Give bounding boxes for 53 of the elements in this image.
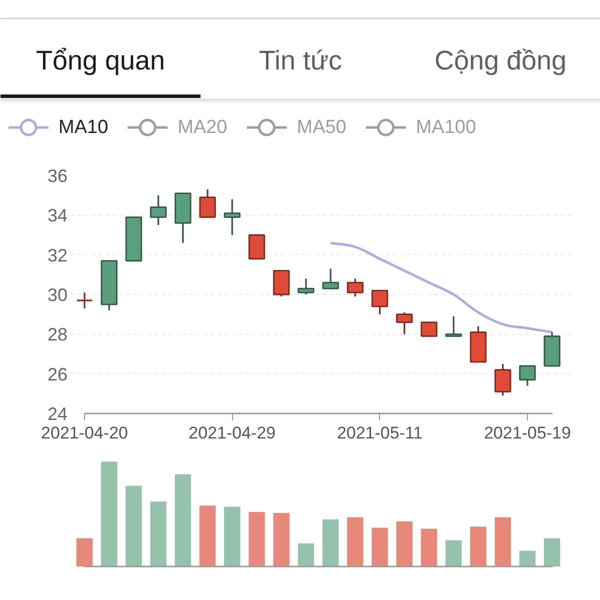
text: Tin tức (258, 46, 342, 76)
bar (298, 543, 314, 566)
bar (224, 506, 240, 566)
legend-label: MA10 (58, 117, 108, 138)
bar (446, 540, 462, 566)
bar (174, 474, 192, 566)
y-tick-label: 24 (47, 404, 68, 424)
candlestick (298, 278, 314, 296)
candlestick (371, 290, 388, 316)
candlestick (248, 234, 266, 260)
bar (248, 512, 265, 566)
bar (494, 517, 511, 566)
legend-label: MA20 (178, 117, 228, 138)
bar (420, 528, 438, 566)
candlestick (199, 188, 216, 218)
candlestick (519, 365, 536, 387)
legend-label: MA50 (296, 117, 346, 138)
x-tick-label: 2021-04-29 (188, 424, 276, 442)
bar (101, 462, 118, 566)
candlestick (346, 278, 364, 298)
bar (322, 519, 339, 566)
candlestick (445, 316, 462, 337)
bar (150, 501, 166, 566)
candlestick (420, 322, 438, 337)
y-tick-label: 32 (47, 245, 68, 266)
y-tick-label: 34 (47, 206, 68, 226)
text: Cộng đồng (434, 46, 567, 76)
bar (544, 538, 560, 566)
bar (347, 517, 364, 566)
candlestick (322, 268, 339, 290)
bar (76, 538, 93, 566)
bar (126, 486, 142, 566)
y-tick-label: 26 (47, 364, 68, 384)
legend-label: MA100 (416, 117, 476, 138)
x-tick-label: 2021-04-20 (41, 424, 128, 442)
bar (372, 528, 388, 566)
bar (396, 521, 413, 566)
candlestick (150, 194, 167, 226)
text: Tổng quan (36, 46, 166, 76)
candlestick (396, 312, 413, 335)
candlestick (76, 292, 93, 310)
y-tick-label: 30 (47, 285, 68, 305)
x-tick-label: 2021-05-11 (336, 424, 423, 442)
y-tick-label: 28 (47, 324, 68, 345)
bar (273, 513, 290, 566)
y-tick-label: 36 (47, 166, 68, 186)
candlestick (273, 270, 290, 298)
x-tick-label: 2021-05-19 (484, 424, 571, 442)
candlestick (494, 363, 512, 396)
bar (470, 526, 486, 566)
candlestick (224, 198, 240, 236)
bar (199, 506, 216, 566)
bar (519, 550, 536, 566)
